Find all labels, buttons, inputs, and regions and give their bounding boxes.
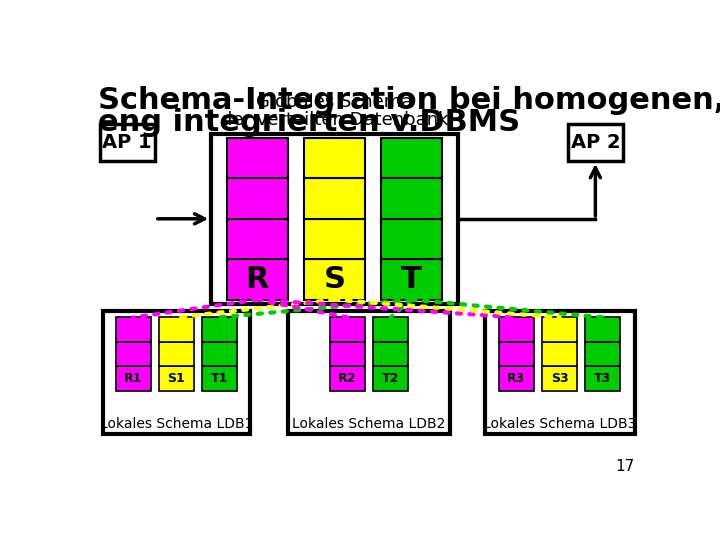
Text: Schema-Integration bei homogenen,: Schema-Integration bei homogenen, xyxy=(98,86,720,116)
Bar xyxy=(499,318,534,342)
Bar xyxy=(202,366,238,390)
Bar xyxy=(159,342,194,366)
Text: AP 2: AP 2 xyxy=(570,133,620,152)
Bar xyxy=(288,311,450,434)
Text: AP 1: AP 1 xyxy=(102,133,152,152)
Text: S1: S1 xyxy=(168,372,185,385)
Bar xyxy=(304,178,365,219)
Text: S3: S3 xyxy=(551,372,568,385)
Bar xyxy=(227,219,288,259)
Bar xyxy=(542,366,577,390)
Bar xyxy=(373,366,408,390)
Bar xyxy=(381,178,442,219)
Bar xyxy=(99,124,155,161)
Bar xyxy=(159,318,194,342)
Bar xyxy=(330,366,365,390)
Bar xyxy=(202,318,238,342)
Bar xyxy=(330,318,365,342)
Bar xyxy=(227,178,288,219)
Bar xyxy=(542,318,577,342)
Bar xyxy=(542,342,577,366)
Bar xyxy=(211,134,457,303)
Text: T: T xyxy=(401,265,422,294)
Bar xyxy=(567,124,623,161)
Bar xyxy=(585,366,621,390)
Bar xyxy=(116,366,151,390)
Text: S: S xyxy=(323,265,346,294)
Bar xyxy=(227,259,288,300)
Text: 17: 17 xyxy=(616,460,634,475)
Bar xyxy=(381,219,442,259)
Bar xyxy=(104,311,250,434)
Bar xyxy=(499,366,534,390)
Bar xyxy=(116,342,151,366)
Bar xyxy=(373,342,408,366)
Bar xyxy=(585,342,621,366)
Bar xyxy=(227,138,288,178)
Text: Lokales Schema LDB2: Lokales Schema LDB2 xyxy=(292,417,446,430)
Bar xyxy=(499,342,534,366)
Bar xyxy=(330,342,365,366)
Text: T2: T2 xyxy=(382,372,400,385)
Bar xyxy=(373,318,408,342)
Bar xyxy=(304,138,365,178)
Bar xyxy=(304,259,365,300)
Bar xyxy=(485,311,634,434)
Text: Lokales Schema LDB1: Lokales Schema LDB1 xyxy=(100,417,253,430)
Text: R3: R3 xyxy=(508,372,526,385)
Text: Lokales Schema LDB3: Lokales Schema LDB3 xyxy=(483,417,636,430)
Bar xyxy=(585,318,621,342)
Text: eng integrierten v.DBMS: eng integrierten v.DBMS xyxy=(98,108,520,137)
Bar xyxy=(116,318,151,342)
Text: der verteilten Datenbank: der verteilten Datenbank xyxy=(220,111,448,129)
Bar xyxy=(381,259,442,300)
Bar xyxy=(304,219,365,259)
Text: T1: T1 xyxy=(211,372,228,385)
Text: R1: R1 xyxy=(124,372,143,385)
Text: Globales Schema: Globales Schema xyxy=(256,93,413,111)
Text: T3: T3 xyxy=(594,372,611,385)
Bar xyxy=(159,366,194,390)
Bar xyxy=(381,138,442,178)
Bar xyxy=(202,342,238,366)
Text: R: R xyxy=(246,265,269,294)
Text: R2: R2 xyxy=(338,372,356,385)
